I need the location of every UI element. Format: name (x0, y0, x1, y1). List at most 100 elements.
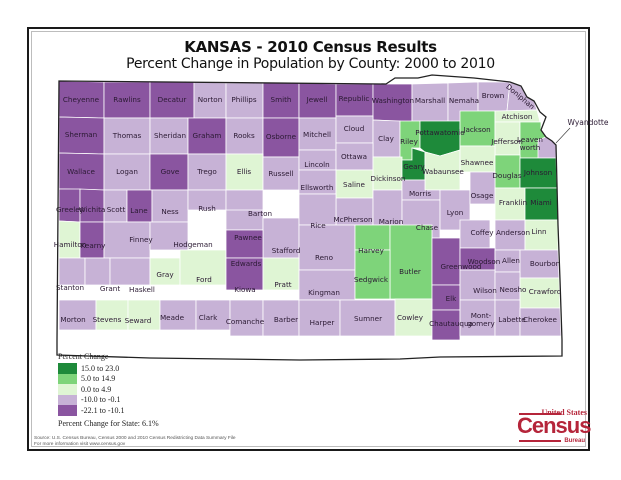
legend-swatch (58, 394, 77, 405)
county-label-nemaha: Nemaha (449, 96, 479, 105)
county-label-cloud: Cloud (344, 124, 365, 133)
map-subtitle: Percent Change in Population by County: … (126, 56, 495, 72)
county-label-edwards: Edwards (231, 259, 262, 268)
legend: Percent Change 15.0 to 23.0 5.0 to 14.9 0.… (58, 352, 159, 428)
county-label-morris: Morris (409, 189, 431, 198)
legend-label: -10.0 to -0.1 (81, 395, 121, 405)
county-label-butler: Butler (399, 267, 421, 276)
county-cherokee (519, 307, 562, 337)
county-label-marshall: Marshall (415, 96, 445, 105)
county-label-kearny: Kearny (81, 241, 107, 250)
county-label-grant: Grant (100, 284, 120, 293)
county-label-ness: Ness (161, 207, 179, 216)
county-label-wabaunsee: Wabaunsee (422, 167, 464, 176)
county-label-mcpherson: McPherson (333, 215, 372, 224)
county-label-greeley: Greeley (56, 205, 85, 214)
county-label-smith: Smith (271, 95, 292, 104)
county-label-elk: Elk (446, 294, 458, 303)
legend-item: 0.0 to 4.9 (58, 384, 159, 395)
legend-item: 5.0 to 14.9 (58, 373, 159, 384)
county-haskell (109, 257, 151, 286)
map-frame-outer (27, 27, 590, 451)
county-label-barber: Barber (274, 315, 298, 324)
county-label-marion: Marion (379, 217, 404, 226)
county-label-montgomery: Mont-gomery (467, 311, 495, 328)
county-label-rawlins: Rawlins (113, 95, 141, 104)
county-label-clark: Clark (199, 313, 218, 322)
county-label-cheyenne: Cheyenne (63, 95, 100, 104)
county-label-hodgeman: Hodgeman (173, 240, 212, 249)
county-label-russell: Russell (268, 169, 293, 178)
county-label-norton: Norton (198, 95, 223, 104)
county-label-neosho: Neosho (500, 285, 527, 294)
state-percent-change: Percent Change for State: 6.1% (58, 418, 159, 428)
county-label-thomas: Thomas (112, 131, 142, 140)
county-label-sherman: Sherman (65, 130, 97, 139)
legend-swatch (58, 363, 77, 374)
county-label-mitchell: Mitchell (303, 130, 331, 139)
county-label-lane: Lane (130, 206, 148, 215)
county-label-meade: Meade (160, 313, 185, 322)
county-label-franklin: Franklin (499, 198, 527, 207)
legend-swatch (58, 373, 77, 384)
legend-swatch (58, 405, 77, 416)
county-label-linn: Linn (531, 227, 546, 236)
logo-rule-top (519, 413, 561, 415)
county-label-reno: Reno (315, 253, 333, 262)
county-label-harper: Harper (310, 318, 335, 327)
county-label-scott: Scott (107, 205, 126, 214)
source-line: Source: U.S. Census Bureau, Census 2000 … (34, 436, 236, 441)
county-label-chase: Chase (416, 223, 439, 232)
county-label-jefferson: Jefferson (490, 137, 523, 146)
logo-rule-bottom (519, 440, 561, 442)
county-label-allen: Allen (502, 256, 520, 265)
logo-census: Census (517, 413, 591, 438)
county-label-decatur: Decatur (158, 95, 187, 104)
county-label-rush: Rush (198, 204, 216, 213)
county-label-kiowa: Kiowa (234, 285, 255, 294)
county-sedgwick (354, 249, 391, 300)
logo-bureau: Bureau (564, 438, 585, 444)
county-label-wichita: Wichita (79, 205, 106, 214)
county-label-graham: Graham (193, 131, 222, 140)
county-label-bourbon: Bourbon (530, 259, 560, 268)
county-label-republic: Republic (339, 94, 370, 103)
legend-label: 15.0 to 23.0 (81, 363, 120, 373)
county-label-saline: Saline (343, 180, 366, 189)
county-label-cowley: Cowley (397, 313, 424, 322)
county-label-sumner: Sumner (354, 314, 382, 323)
county-label-lyon: Lyon (447, 208, 464, 217)
map-title: KANSAS - 2010 Census Results (184, 38, 437, 56)
county-label-ellsworth: Ellsworth (301, 183, 334, 192)
county-label-kingman: Kingman (308, 288, 340, 297)
county-label-crawford: Crawford (529, 287, 562, 296)
county-label-shawnee: Shawnee (461, 158, 494, 167)
county-stanton (58, 257, 86, 286)
legend-item: -22.1 to -10.1 (58, 405, 159, 416)
county-label-stafford: Stafford (272, 246, 301, 255)
county-label-brown: Brown (482, 91, 505, 100)
county-label-lincoln: Lincoln (304, 160, 329, 169)
county-label-rice: Rice (310, 221, 326, 230)
county-label-trego: Trego (196, 167, 217, 176)
county-label-stanton: Stanton (56, 283, 84, 292)
county-label-logan: Logan (116, 167, 138, 176)
county-label-pawnee: Pawnee (234, 233, 262, 242)
county-label-morton: Morton (60, 315, 85, 324)
county-label-cherokee: Cherokee (523, 315, 558, 324)
county-label-woodson: Woodson (468, 257, 501, 266)
county-label-sedgwick: Sedgwick (354, 275, 389, 284)
county-label-johnson: Johnson (523, 168, 552, 177)
more-info-line: For more information visit www.census.go… (34, 442, 126, 447)
county-label-haskell: Haskell (129, 285, 155, 294)
county-label-hamilton: Hamilton (54, 240, 87, 249)
county-reno (298, 224, 356, 271)
county-label-seward: Seward (125, 316, 152, 325)
county-label-dickinson: Dickinson (371, 174, 406, 183)
legend-item: 15.0 to 23.0 (58, 363, 159, 374)
county-label-harvey: Harvey (358, 246, 384, 255)
county-label-phillips: Phillips (231, 95, 256, 104)
county-label-jewell: Jewell (306, 95, 328, 104)
wyandotte-leader-line (555, 127, 571, 144)
county-label-ellis: Ellis (237, 167, 252, 176)
